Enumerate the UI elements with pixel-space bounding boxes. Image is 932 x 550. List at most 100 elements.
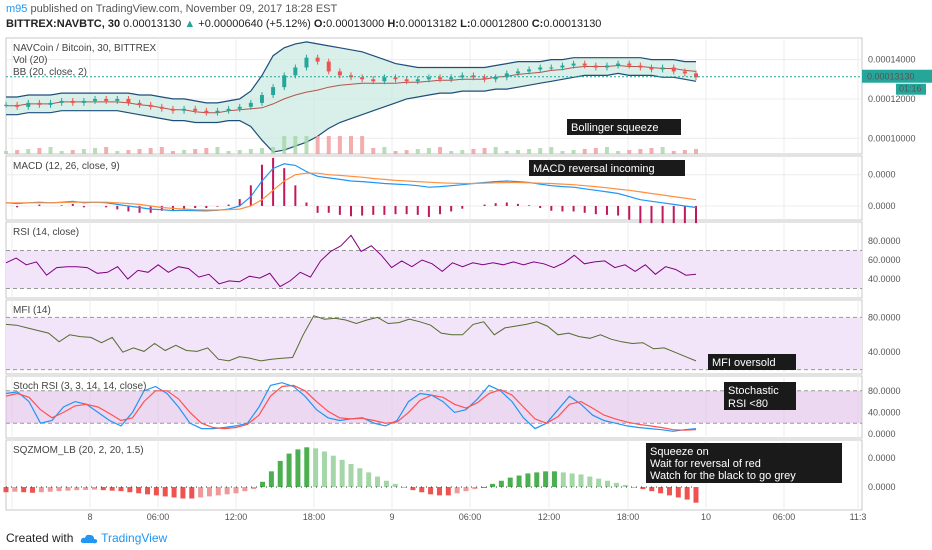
volume-bar: [538, 148, 543, 154]
countdown-marker-text: 01:16: [899, 84, 922, 94]
sqzmom-bar: [596, 478, 602, 488]
volume-bar: [104, 147, 109, 154]
sqzmom-bar: [375, 476, 381, 488]
volume-bar: [449, 151, 454, 154]
volume-bar: [26, 149, 31, 154]
candle-body: [660, 67, 665, 70]
volume-bar: [560, 151, 565, 154]
price-axis-label: 0.00012000: [868, 94, 916, 104]
sqzmom-bar: [436, 487, 442, 496]
volume-bar: [193, 149, 198, 154]
time-axis-label: 10: [701, 512, 711, 522]
sqzmom-pane-title: SQZMOM_LB (20, 2, 20, 1.5): [13, 445, 144, 456]
pane-frame: [5, 155, 863, 221]
sqzmom-bar: [658, 487, 664, 494]
last-price-marker: [862, 69, 932, 83]
sqzmom-bar: [666, 487, 672, 496]
symbol-line: BITTREX:NAVBTC, 30 0.00013130 ▲ +0.00000…: [6, 18, 601, 30]
candle-body: [26, 102, 31, 107]
sqzmom-bar: [180, 487, 186, 499]
sqzmom-bar: [136, 487, 142, 494]
candle-body: [593, 65, 598, 68]
candle-body: [426, 77, 431, 80]
candle-body: [237, 106, 242, 109]
rsi-band: [6, 250, 862, 289]
price-axis-label: 0.00010000: [868, 133, 916, 143]
stoch-axis-label: 80.0000: [868, 386, 901, 396]
close-value: 0.00013130: [543, 18, 602, 30]
sqzmom-bar: [277, 460, 283, 488]
volume-bar: [593, 148, 598, 154]
candle-body: [282, 75, 287, 88]
volume-bar: [226, 151, 231, 154]
sqzmom-bar: [268, 471, 274, 488]
candle-body: [471, 75, 476, 78]
volume-bar: [315, 136, 320, 154]
candle-body: [81, 100, 86, 103]
candle-body: [493, 77, 498, 80]
time-axis-label: 8: [87, 512, 92, 522]
sqzmom-bar: [481, 487, 487, 489]
stoch-axis-label: 40.0000: [868, 407, 901, 417]
sqzmom-bar: [100, 487, 106, 491]
annotation-macd-reversal: MACD reversal incoming: [533, 163, 655, 175]
close-label: C:: [531, 18, 544, 30]
candle-body: [527, 69, 532, 72]
volume-bar: [237, 150, 242, 154]
sqzmom-bar: [224, 487, 230, 495]
volume-bar: [115, 151, 120, 154]
volume-bar: [170, 151, 175, 154]
volume-bar: [393, 151, 398, 154]
author-name[interactable]: m95: [6, 3, 28, 15]
candle-body: [182, 108, 187, 111]
tradingview-logo[interactable]: TradingView: [80, 531, 167, 545]
candle-body: [616, 63, 621, 66]
sqzmom-bar: [91, 487, 97, 490]
volume-bar: [371, 148, 376, 154]
candle-body: [15, 104, 20, 107]
chart-header: m95 published on TradingView.com, Novemb…: [0, 0, 932, 34]
sqzmom-bar: [454, 487, 460, 494]
candle-body: [415, 79, 420, 82]
sqzmom-bar: [392, 483, 398, 488]
time-axis-label: 06:00: [459, 512, 482, 522]
sqzmom-bar: [631, 487, 637, 489]
annotation-bollinger-squeeze: Bollinger squeeze: [571, 122, 658, 134]
sqzmom-bar: [410, 487, 416, 491]
sqzmom-bar: [507, 477, 513, 488]
annotation-box: [646, 443, 842, 483]
mfi-axis-label: 80.0000: [868, 312, 901, 322]
volume-bar: [282, 136, 287, 154]
sqzmom-bar: [233, 487, 239, 494]
sqzmom-bar: [162, 487, 168, 497]
candle-body: [304, 57, 309, 68]
volume-bar: [616, 151, 621, 154]
macd-axis-label: 0.0000: [868, 170, 896, 180]
high-label: H:: [387, 18, 399, 30]
bollinger-upper-line: [6, 41, 696, 104]
time-axis-label: 06:00: [773, 512, 796, 522]
sqzmom-bar: [171, 487, 177, 498]
time-axis-label: 18:00: [617, 512, 640, 522]
sqzmom-bar: [118, 487, 124, 492]
sqzmom-axis-label: 0.0000: [868, 453, 896, 463]
candle-body: [170, 108, 175, 111]
candle-body: [604, 65, 609, 68]
sqzmom-bar: [109, 487, 115, 491]
volume-bar: [182, 150, 187, 154]
macd-line: [5, 163, 697, 212]
volume-bar: [159, 147, 164, 154]
stoch-d-line: [5, 384, 697, 431]
sqzmom-bar: [357, 468, 363, 488]
sqzmom-bar: [339, 459, 345, 488]
chart-area[interactable]: 0.00014000 0.00012000 0.00010000 0.00013130…: [0, 34, 932, 526]
sqzmom-bar: [348, 464, 354, 488]
bollinger-lower-line: [6, 72, 697, 153]
sqzmom-bar: [313, 448, 319, 488]
volume-bar: [126, 150, 131, 154]
candle-body: [315, 57, 320, 62]
annotation-box: [529, 160, 685, 176]
time-axis-label: 06:00: [147, 512, 170, 522]
volume-bar: [360, 136, 365, 154]
volume-bar: [70, 150, 75, 154]
